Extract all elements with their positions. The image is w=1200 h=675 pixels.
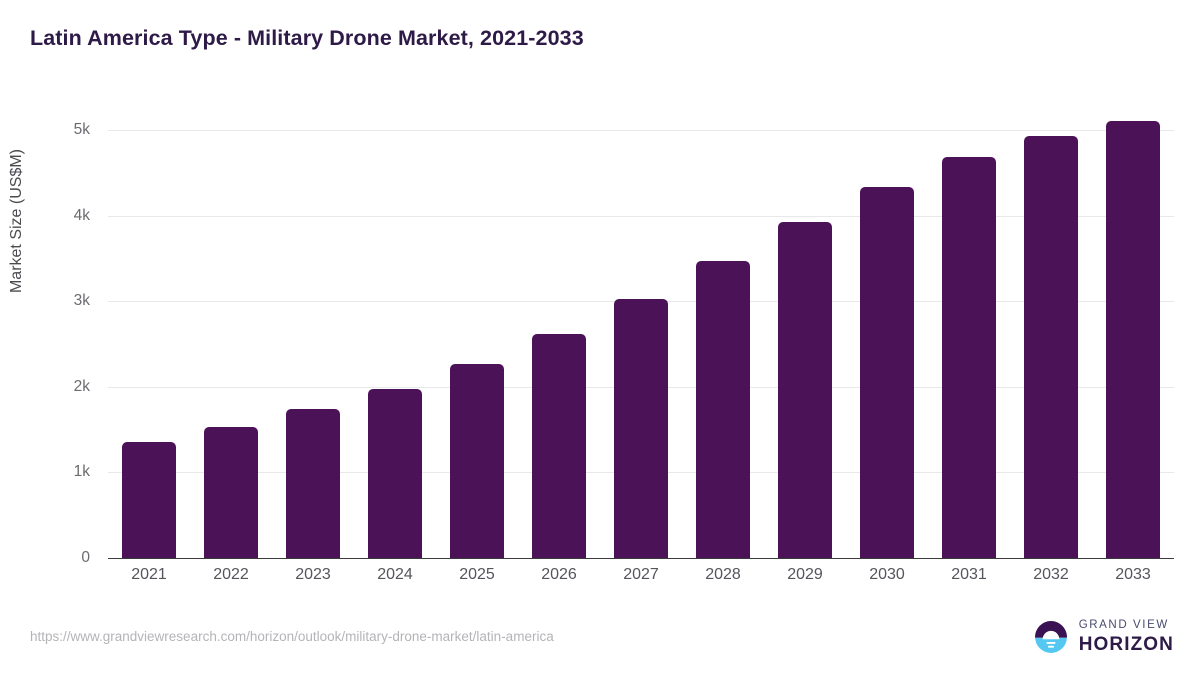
grand-view-horizon-logo-icon [1034, 621, 1067, 653]
bar-slot [764, 100, 846, 558]
bar-2022[interactable] [204, 427, 258, 558]
x-tick-label-2026: 2026 [541, 566, 577, 583]
brand-name-top: GRAND VIEW [1078, 619, 1169, 632]
bar-slot [518, 100, 600, 558]
bar-slot [190, 100, 272, 558]
x-tick-label-2025: 2025 [459, 566, 495, 583]
bar-2021[interactable] [122, 441, 176, 558]
bar-slot [600, 100, 682, 558]
bar-series [108, 100, 1174, 558]
bar-2031[interactable] [942, 157, 996, 558]
bar-slot [108, 100, 190, 558]
x-tick-label-2028: 2028 [705, 566, 741, 583]
brand-text: GRAND VIEW HORIZON [1079, 620, 1174, 654]
y-axis-tick-labels: 0 1k 2k 3k 4k 5k [0, 100, 90, 566]
bar-2023[interactable] [286, 409, 340, 558]
y-tick-label: 5k [73, 120, 90, 138]
bar-2026[interactable] [532, 333, 586, 558]
x-tick-label-2032: 2032 [1033, 566, 1069, 583]
bar-2029[interactable] [778, 222, 832, 558]
bar-2027[interactable] [614, 299, 668, 558]
x-tick-label-2030: 2030 [869, 566, 905, 583]
brand-name-bottom: HORIZON [1078, 633, 1174, 655]
x-tick-label-2027: 2027 [623, 566, 659, 583]
plot-area [108, 100, 1174, 559]
bar-slot [846, 100, 928, 558]
bar-slot [1010, 100, 1092, 558]
bar-2025[interactable] [450, 364, 504, 558]
bar-slot [928, 100, 1010, 558]
bar-2032[interactable] [1024, 135, 1078, 558]
y-tick-label: 1k [73, 463, 90, 481]
y-tick-label: 0 [81, 549, 90, 566]
y-tick-label: 2k [73, 377, 90, 395]
x-tick-label-2031: 2031 [951, 566, 987, 583]
x-tick-label-2021: 2021 [131, 566, 167, 583]
bar-slot [682, 100, 764, 558]
gridline [108, 215, 1174, 217]
x-axis-tick-labels: 2021 2022 2023 2024 2025 2026 2027 2028 2029 2030… [108, 566, 1174, 584]
x-tick-label-2033: 2033 [1115, 566, 1151, 583]
x-tick-label-2029: 2029 [787, 566, 823, 583]
gridline [108, 129, 1174, 131]
bar-slot [1092, 100, 1174, 558]
bar-2024[interactable] [368, 388, 422, 558]
bar-slot [354, 100, 436, 558]
bar-2030[interactable] [860, 187, 914, 558]
x-tick-label-2024: 2024 [377, 566, 413, 583]
brand-logo[interactable]: GRAND VIEW HORIZON [1032, 618, 1174, 656]
bar-2028[interactable] [696, 260, 750, 558]
bar-2033[interactable] [1106, 121, 1160, 558]
y-tick-label: 3k [73, 292, 90, 310]
x-tick-label-2022: 2022 [213, 566, 249, 583]
y-tick-label: 4k [73, 206, 90, 224]
x-tick-label-2023: 2023 [295, 566, 331, 583]
x-axis-line [108, 557, 1174, 559]
bar-slot [436, 100, 518, 558]
bar-slot [272, 100, 354, 558]
source-url[interactable]: https://www.grandviewresearch.com/horizo… [30, 629, 554, 644]
page-title: Latin America Type - Military Drone Mark… [30, 26, 584, 50]
